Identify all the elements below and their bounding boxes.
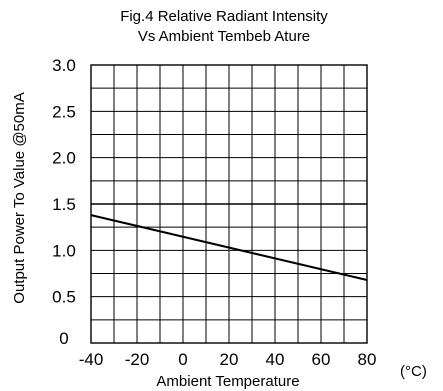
x-axis-unit: (°C) [400, 363, 427, 380]
grid [90, 64, 368, 344]
x-tick-label: -20 [125, 350, 150, 369]
x-tick-label: 0 [178, 350, 187, 369]
chart-title-line-2: Vs Ambient Tembeb Ature [138, 28, 310, 45]
chart-title-line-1: Fig.4 Relative Radiant Intensity [120, 8, 328, 25]
y-tick-label: 0 [59, 329, 68, 348]
x-tick-label: 60 [312, 350, 331, 369]
x-tick-label: -40 [79, 350, 104, 369]
y-tick-labels: 0 0.5 1.0 1.5 2.0 2.5 3.0 [52, 56, 76, 348]
y-tick-label: 2.0 [52, 149, 76, 168]
x-tick-label: 20 [220, 350, 239, 369]
plot-frame [90, 64, 368, 344]
y-axis-label: Output Power To Value @50mA [11, 92, 28, 303]
y-tick-label: 3.0 [52, 56, 76, 75]
y-tick-label: 1.5 [52, 195, 76, 214]
x-tick-label: 40 [266, 350, 285, 369]
x-axis-label: Ambient Temperature [156, 373, 299, 390]
x-tick-labels: -40 -20 0 20 40 60 80 [79, 350, 377, 369]
series-group [90, 214, 368, 281]
x-tick-label: 80 [358, 350, 377, 369]
y-tick-label: 1.0 [52, 241, 76, 260]
series-line-0 [90, 214, 368, 281]
y-tick-label: 0.5 [52, 288, 76, 307]
y-tick-label: 2.5 [52, 102, 76, 121]
